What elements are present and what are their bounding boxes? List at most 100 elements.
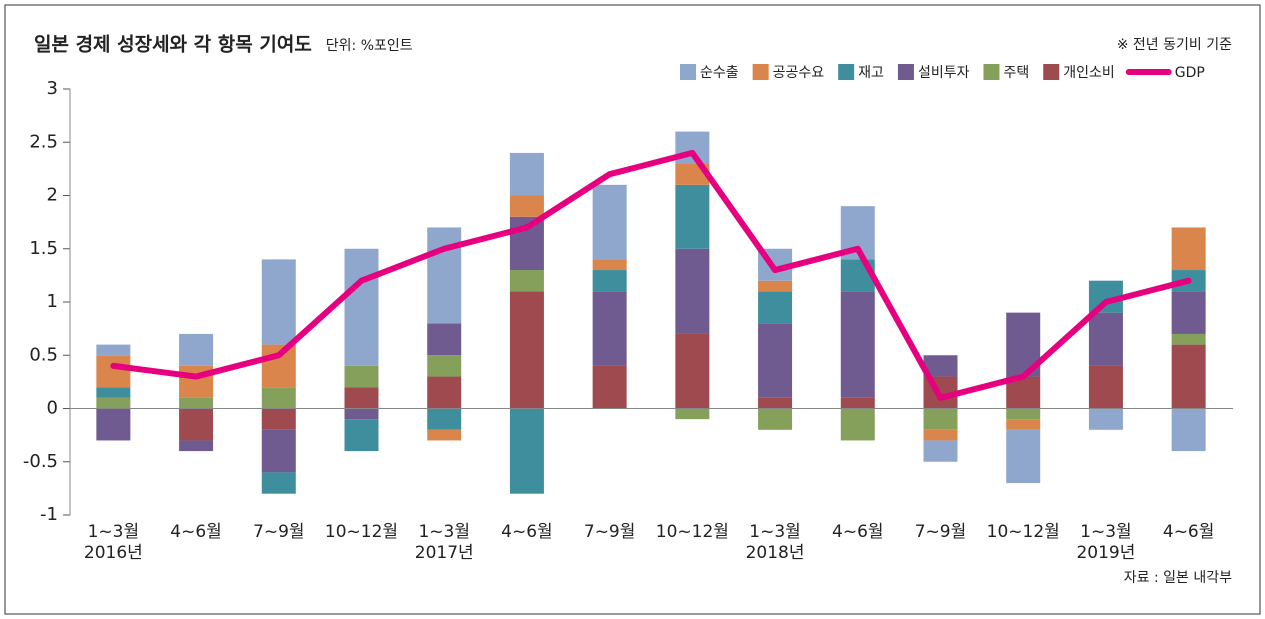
bar-segment (344, 365, 379, 388)
bar-segment (96, 397, 131, 409)
bar-segment (344, 419, 379, 452)
bar-segment (1171, 227, 1206, 271)
bar-segment (509, 152, 544, 196)
bar-segment (344, 248, 379, 366)
legend-label: 개인소비 (1063, 65, 1115, 81)
bar-segment (923, 429, 958, 441)
bar-segment (758, 291, 793, 324)
y-tick-label: 1.5 (29, 238, 58, 259)
y-tick-label: 2.5 (29, 131, 58, 152)
x-tick-label: 10~12월 (656, 522, 729, 542)
bar-segment (344, 408, 379, 420)
bar-segment (179, 397, 214, 409)
bar-segment (509, 270, 544, 292)
legend-swatch (1043, 64, 1060, 80)
x-year-label: 2019년 (1076, 543, 1135, 563)
x-tick-label: 4~6월 (501, 522, 553, 542)
gdp-line (110, 149, 1192, 401)
bar-segment (261, 259, 296, 345)
bar-segment (592, 184, 627, 260)
y-tick-label: 0.5 (29, 344, 58, 365)
legend-swatch (983, 64, 1000, 80)
bar-segment (427, 355, 462, 377)
frame (4, 4, 1261, 615)
bar-segment (96, 387, 131, 398)
source: 자료 : 일본 내각부 (1124, 570, 1232, 586)
y-tick-label: 2 (47, 185, 58, 206)
bar-segment (1171, 291, 1206, 334)
bar-segment (261, 472, 296, 494)
x-tick-label: 7~9월 (584, 522, 636, 542)
bar-segment (1088, 408, 1123, 430)
bar-segment (675, 408, 710, 420)
bar-segment (1171, 408, 1206, 452)
bar-segment (1171, 344, 1206, 409)
bar-segment (1006, 419, 1041, 430)
chart-title: 일본 경제 성장세와 각 항목 기여도 (34, 34, 312, 56)
bar-segment (509, 408, 544, 494)
bar-segment (840, 397, 875, 409)
bar-segment (758, 280, 793, 292)
bar-segment (1088, 365, 1123, 409)
bar-segment (840, 408, 875, 441)
bar-segment (509, 291, 544, 409)
bar-segment (758, 397, 793, 409)
bar-segment (923, 355, 958, 377)
legend-label: 순수출 (700, 65, 739, 81)
bar-segment (427, 323, 462, 356)
legend-swatch (838, 64, 855, 80)
bar-segment (96, 408, 131, 441)
bar-segment (1088, 312, 1123, 366)
bar-segment (509, 195, 544, 217)
bar-segment (427, 376, 462, 409)
x-tick-label: 7~9월 (915, 522, 967, 542)
legend-label: 공공수요 (773, 65, 825, 81)
note: ※ 전년 동기비 기준 (1117, 37, 1232, 53)
bar-segment (96, 355, 131, 388)
bar-segment (923, 440, 958, 462)
y-tick-label: -0.5 (23, 451, 58, 472)
bar-segment (675, 184, 710, 249)
legend-swatch (897, 64, 914, 80)
legend-label: 주택 (1003, 65, 1029, 81)
y-tick-label: 0 (47, 398, 58, 419)
x-tick-label: 4~6월 (1163, 522, 1215, 542)
x-year-label: 2016년 (84, 543, 143, 563)
y-tick-label: -1 (40, 504, 58, 525)
bar-segment (1171, 333, 1206, 345)
bar-segment (261, 344, 296, 388)
x-tick-label: 7~9월 (253, 522, 305, 542)
bar-segment (840, 291, 875, 398)
bar-segment (675, 248, 710, 334)
y-tick-label: 1 (47, 291, 58, 312)
x-tick-label: 10~12월 (987, 522, 1060, 542)
bar-segment (592, 259, 627, 271)
bar-segment (427, 429, 462, 441)
x-tick-label: 1~3월 (418, 522, 470, 542)
bar-segment (923, 408, 958, 430)
x-tick-label: 1~3월 (1080, 522, 1132, 542)
legend-label: 재고 (858, 65, 884, 81)
bar-segment (1006, 429, 1041, 484)
chart-subtitle: 단위: %포인트 (326, 38, 413, 54)
bar-segment (96, 344, 131, 356)
bar-segment (758, 323, 793, 398)
bar-segment (1006, 408, 1041, 420)
x-tick-label: 1~3월 (88, 522, 140, 542)
bar-segment (179, 440, 214, 452)
bar-segment (427, 408, 462, 430)
x-year-label: 2017년 (415, 543, 474, 563)
bar-segment (592, 291, 627, 366)
bar-segment (261, 387, 296, 409)
x-tick-label: 4~6월 (170, 522, 222, 542)
bar-segment (592, 365, 627, 409)
y-tick-label: 3 (47, 78, 58, 99)
bar-segment (427, 227, 462, 324)
bar-segment (344, 387, 379, 409)
bar-segment (592, 270, 627, 292)
legend-swatch (752, 64, 769, 80)
x-year-label: 2018년 (746, 543, 805, 563)
bar-segment (758, 408, 793, 430)
x-tick-label: 10~12월 (325, 522, 398, 542)
